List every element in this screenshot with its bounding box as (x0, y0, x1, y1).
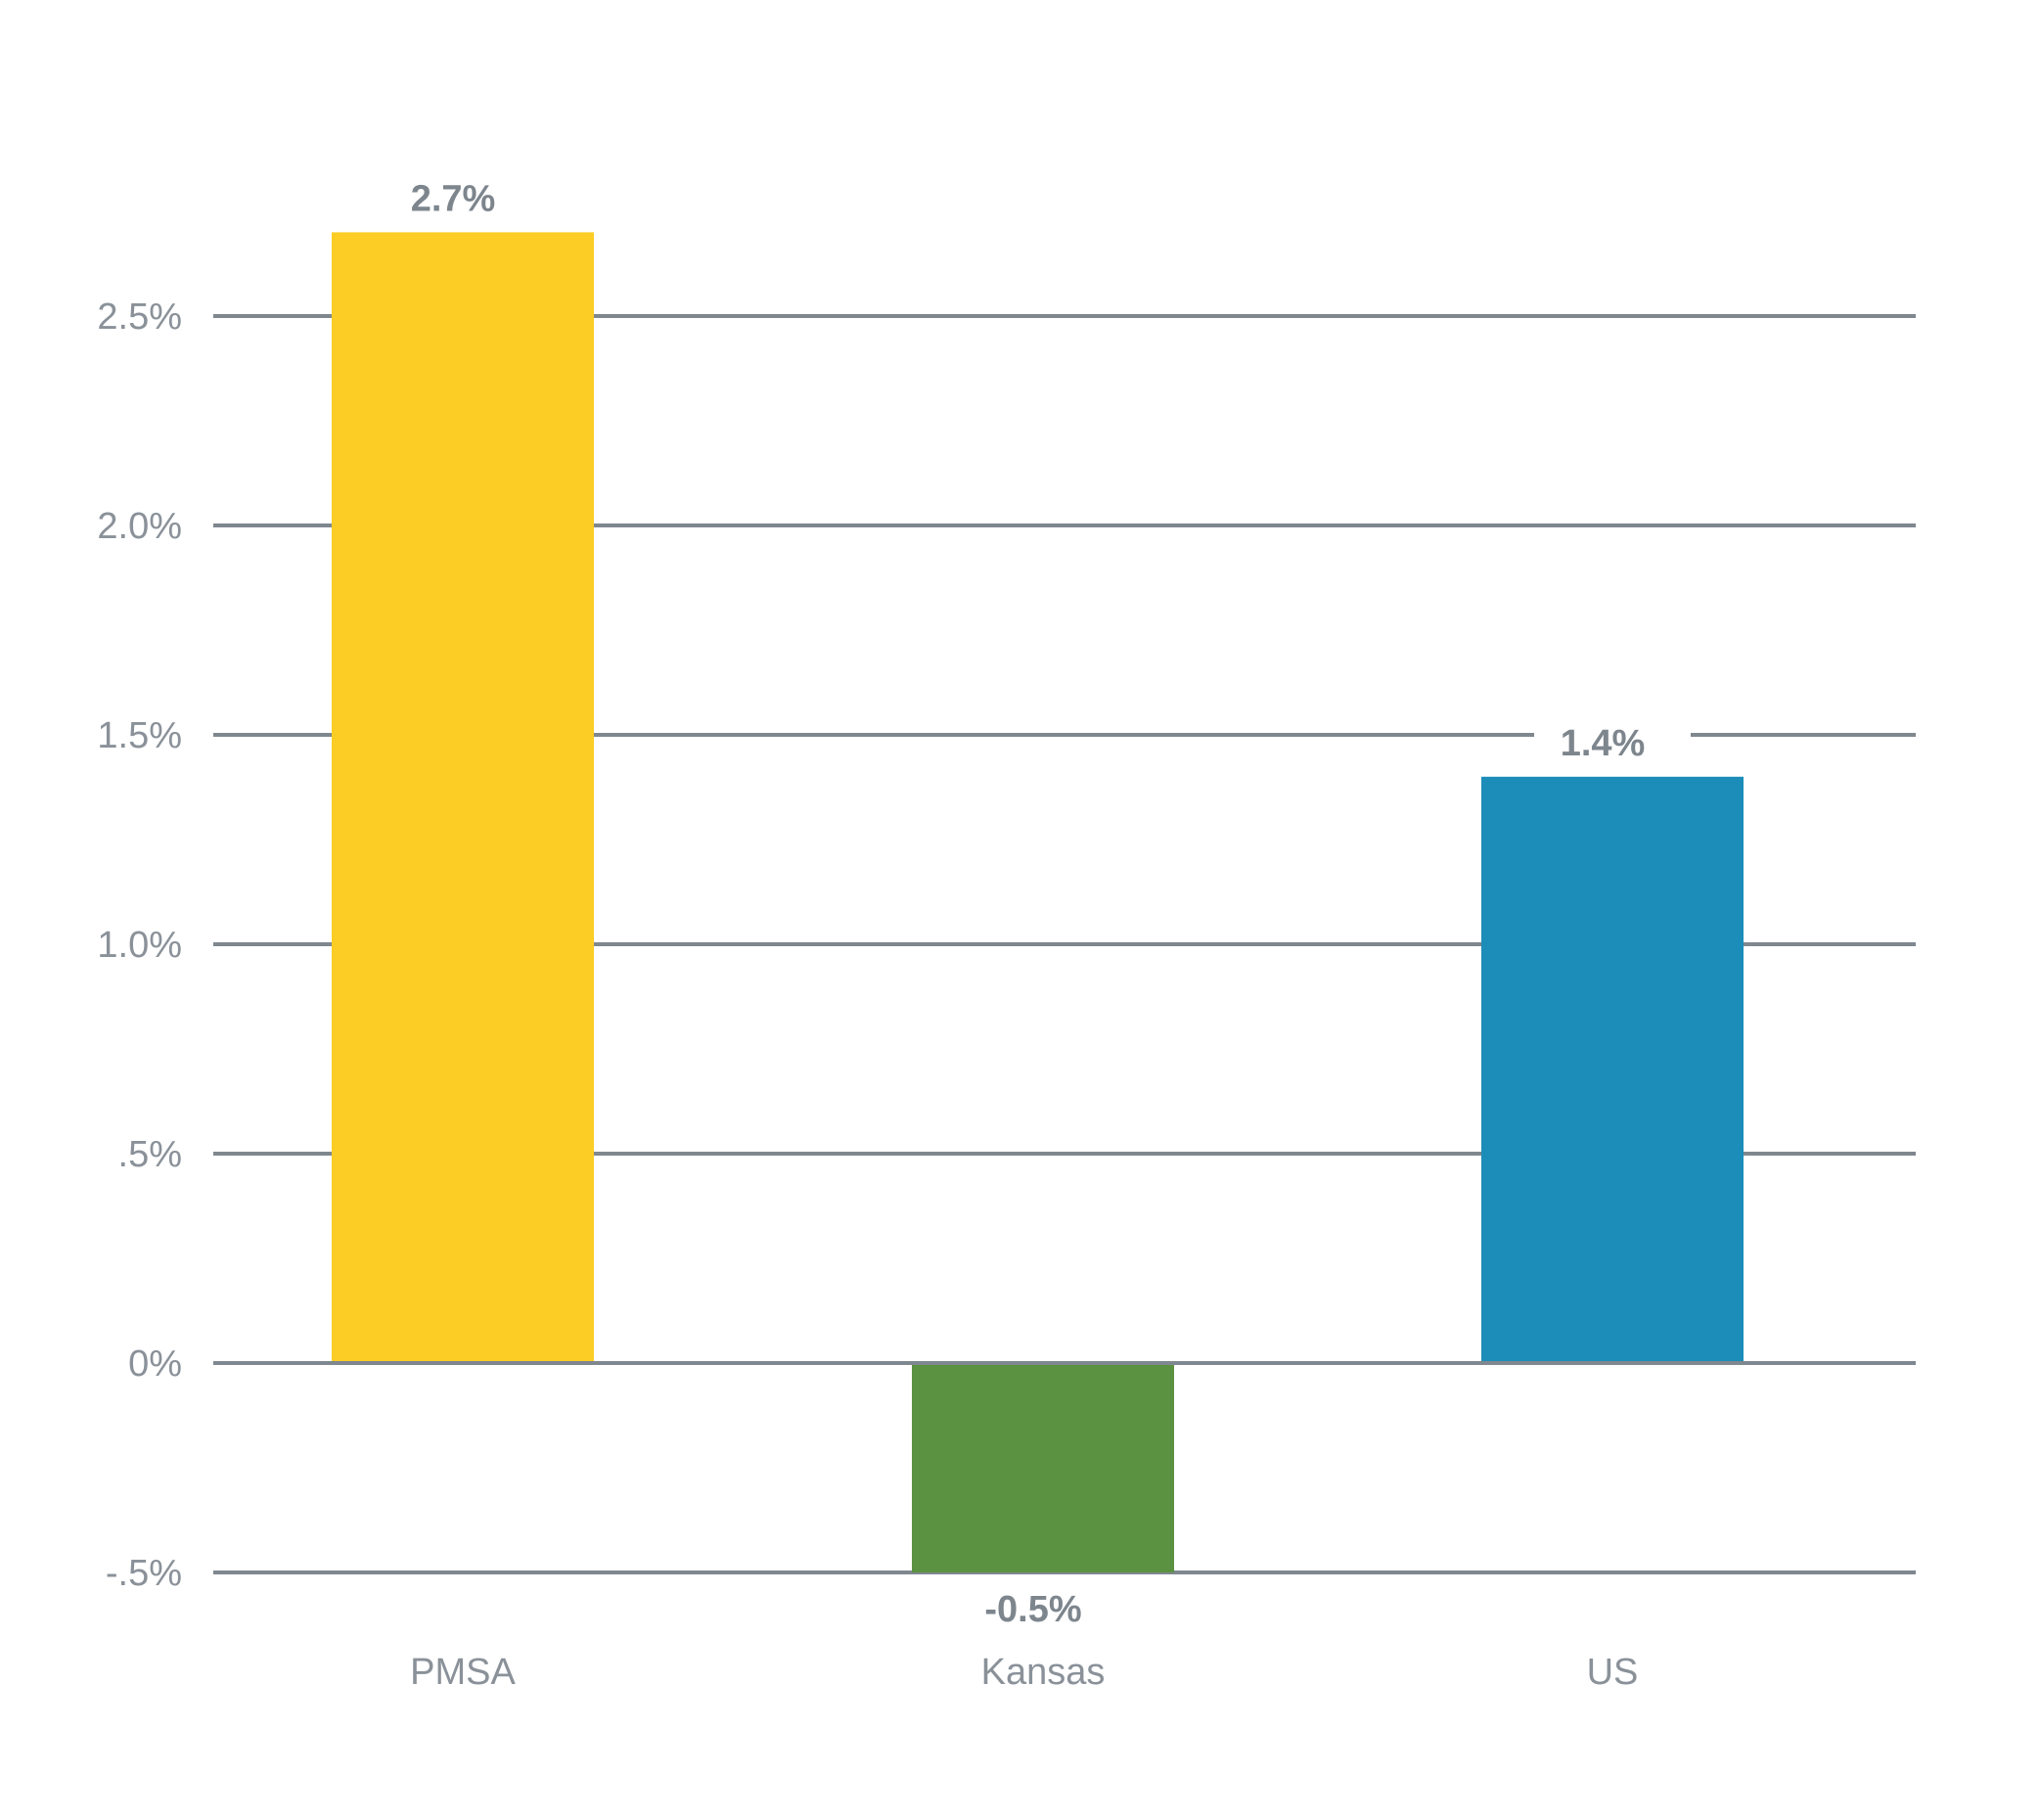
x-category-label: PMSA (410, 1652, 516, 1693)
y-tick-label: 1.5% (97, 715, 182, 756)
data-label: 1.4% (1561, 723, 1646, 764)
y-tick-label: 2.5% (97, 296, 182, 338)
data-label: 2.7% (411, 178, 496, 219)
data-label-backdrop (385, 171, 541, 223)
y-tick-label: 2.0% (97, 506, 182, 547)
bar-us (1481, 776, 1744, 1361)
bars: 2.7% -0.5% 1.4% (332, 171, 1744, 1630)
y-axis-ticks: 2.5% 2.0% 1.5% 1.0% .5% 0% -.5% (97, 296, 182, 1594)
bar-pmsa (332, 232, 594, 1361)
y-tick-label: .5% (118, 1134, 182, 1175)
y-tick-label: -.5% (106, 1553, 182, 1594)
x-category-label: US (1587, 1652, 1639, 1693)
data-label-backdrop (1534, 715, 1691, 767)
y-tick-label: 1.0% (97, 925, 182, 966)
y-tick-label: 0% (128, 1343, 182, 1385)
x-category-label: Kansas (981, 1652, 1106, 1693)
x-axis-categories: PMSA Kansas US (410, 1652, 1638, 1693)
data-label: -0.5% (984, 1589, 1081, 1630)
bar-kansas (912, 1365, 1174, 1572)
